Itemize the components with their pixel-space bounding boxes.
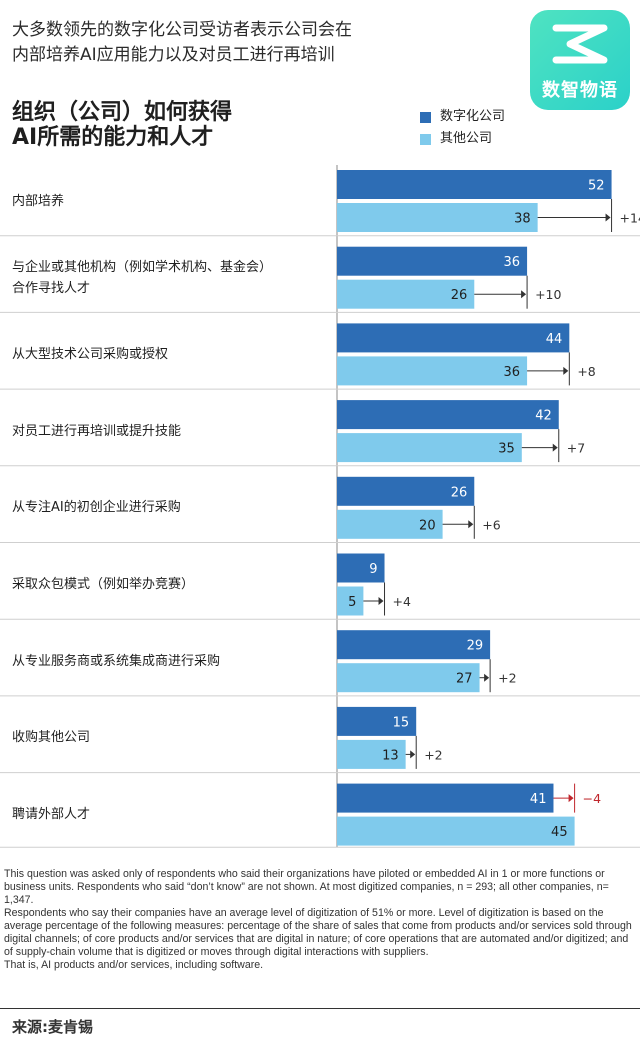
category-label-line: 从专注AI的初创企业进行采购 [12,500,181,516]
bar-other [337,816,575,846]
diff-label: −4 [583,791,601,806]
bar-other [337,509,443,539]
value-label-other: 20 [419,518,436,533]
category-label: 采取众包模式（例如举办竞赛） [12,574,322,595]
brand-logo: 数智物语 [530,10,630,110]
header-title-line-2: 内部培养AI应用能力以及对员工进行再培训 [12,45,335,65]
category-label-line: 收购其他公司 [12,730,91,746]
bar-digital [337,476,475,506]
value-label-digital: 26 [451,485,468,500]
value-label-digital: 36 [504,255,521,270]
diff-label: +7 [567,441,585,456]
category-label-line: 从专业服务商或系统集成商进行采购 [12,653,221,669]
value-label-other: 5 [348,595,356,610]
bar-chart: 52 38 +14 36 26 +10 44 36 +8 42 35 +7 26 20 +6 9 5 +4 29 27… [0,165,640,848]
bar-other [337,739,406,769]
category-label-line: 对员工进行再培训或提升技能 [12,423,182,439]
category-label-line: 合作寻找人才 [12,280,91,296]
category-label: 从大型技术公司采购或授权 [12,344,322,365]
diff-label: +4 [393,594,411,609]
diff-arrow-head [468,520,474,529]
footnote-line-2: Respondents who say their companies have… [4,907,632,958]
diff-arrow-head [410,750,416,759]
header-title-line-1: 大多数领先的数字化公司受访者表示公司会在 [12,20,352,40]
diff-arrow-head [484,673,490,682]
source-text: 来源:麦肯锡 [12,1018,93,1036]
category-label: 从专业服务商或系统集成商进行采购 [12,651,322,672]
bar-other [337,203,538,232]
chart-title: 组织（公司）如何获得 AI所需的能力和人才 [12,100,342,150]
diff-label: +2 [498,671,516,686]
diff-arrow-head [563,366,569,375]
footnote-line-1: This question was asked only of responde… [4,868,609,906]
bar-other [337,433,522,463]
value-label-other: 45 [551,825,568,840]
legend-label-other: 其他公司 [440,131,493,146]
bar-other [337,356,528,386]
bar-other [337,279,475,309]
header-title: 大多数领先的数字化公司受访者表示公司会在 内部培养AI应用能力以及对员工进行再培… [12,18,482,68]
diff-label: +8 [577,364,595,379]
diff-arrow-head [605,213,611,222]
legend-swatch-other [420,133,431,145]
bar-digital [337,706,417,736]
chart-legend: 数字化公司 其他公司 [420,106,505,150]
value-label-other: 27 [456,672,473,687]
diff-arrow-head [552,443,558,452]
category-label-line: 内部培养 [12,193,65,209]
value-label-digital: 9 [369,562,377,577]
category-label-line: 聘请外部人才 [12,807,91,823]
category-label: 内部培养 [12,191,322,212]
category-label-line: 与企业或其他机构（例如学术机构、基金会） [12,259,273,275]
source-divider [0,1008,640,1009]
category-label: 收购其他公司 [12,727,322,748]
value-label-other: 13 [382,748,399,763]
bar-other [337,586,364,616]
value-label-digital: 41 [530,792,547,807]
diff-label: +2 [424,747,442,762]
legend-item-other: 其他公司 [420,128,505,150]
value-label-digital: 15 [393,715,410,730]
value-label-digital: 29 [467,639,484,654]
value-label-other: 36 [504,365,521,380]
value-label-other: 26 [451,288,468,303]
logo-mark-icon [552,24,608,64]
legend-item-digital: 数字化公司 [420,106,505,128]
diff-label: +14 [620,211,640,226]
diff-label: +6 [482,517,500,532]
logo-text: 数智物语 [542,80,618,101]
bar-digital [337,553,385,583]
chart-title-line-1: 组织（公司）如何获得 [12,100,233,125]
value-label-other: 38 [514,212,531,227]
category-label: 与企业或其他机构（例如学术机构、基金会） 合作寻找人才 [12,257,322,299]
bar-digital [337,783,554,813]
diff-arrow-head [378,597,384,605]
diff-arrow-head [521,290,527,299]
category-label: 对员工进行再培训或提升技能 [12,421,322,442]
category-label: 从专注AI的初创企业进行采购 [12,497,322,518]
category-label: 聘请外部人才 [12,804,322,825]
value-label-digital: 44 [546,332,563,347]
bar-digital [337,323,570,353]
bar-digital [337,400,559,430]
bar-digital [337,246,528,276]
bar-digital [337,630,491,660]
legend-label-digital: 数字化公司 [440,109,506,124]
value-label-digital: 52 [588,179,605,194]
legend-swatch-digital [420,111,431,123]
value-label-other: 35 [498,442,515,457]
footnote-line-3: That is, AI products and/or services, in… [4,959,264,971]
bar-other [337,663,480,693]
diff-label: +10 [535,287,561,302]
category-label-line: 从大型技术公司采购或授权 [12,346,169,362]
value-label-digital: 42 [535,409,552,424]
bar-digital [337,170,612,199]
footnote: This question was asked only of responde… [4,868,636,972]
chart-title-line-2: AI所需的能力和人才 [12,125,214,150]
category-label-line: 采取众包模式（例如举办竞赛） [12,577,195,592]
diff-arrow-head [568,794,574,803]
